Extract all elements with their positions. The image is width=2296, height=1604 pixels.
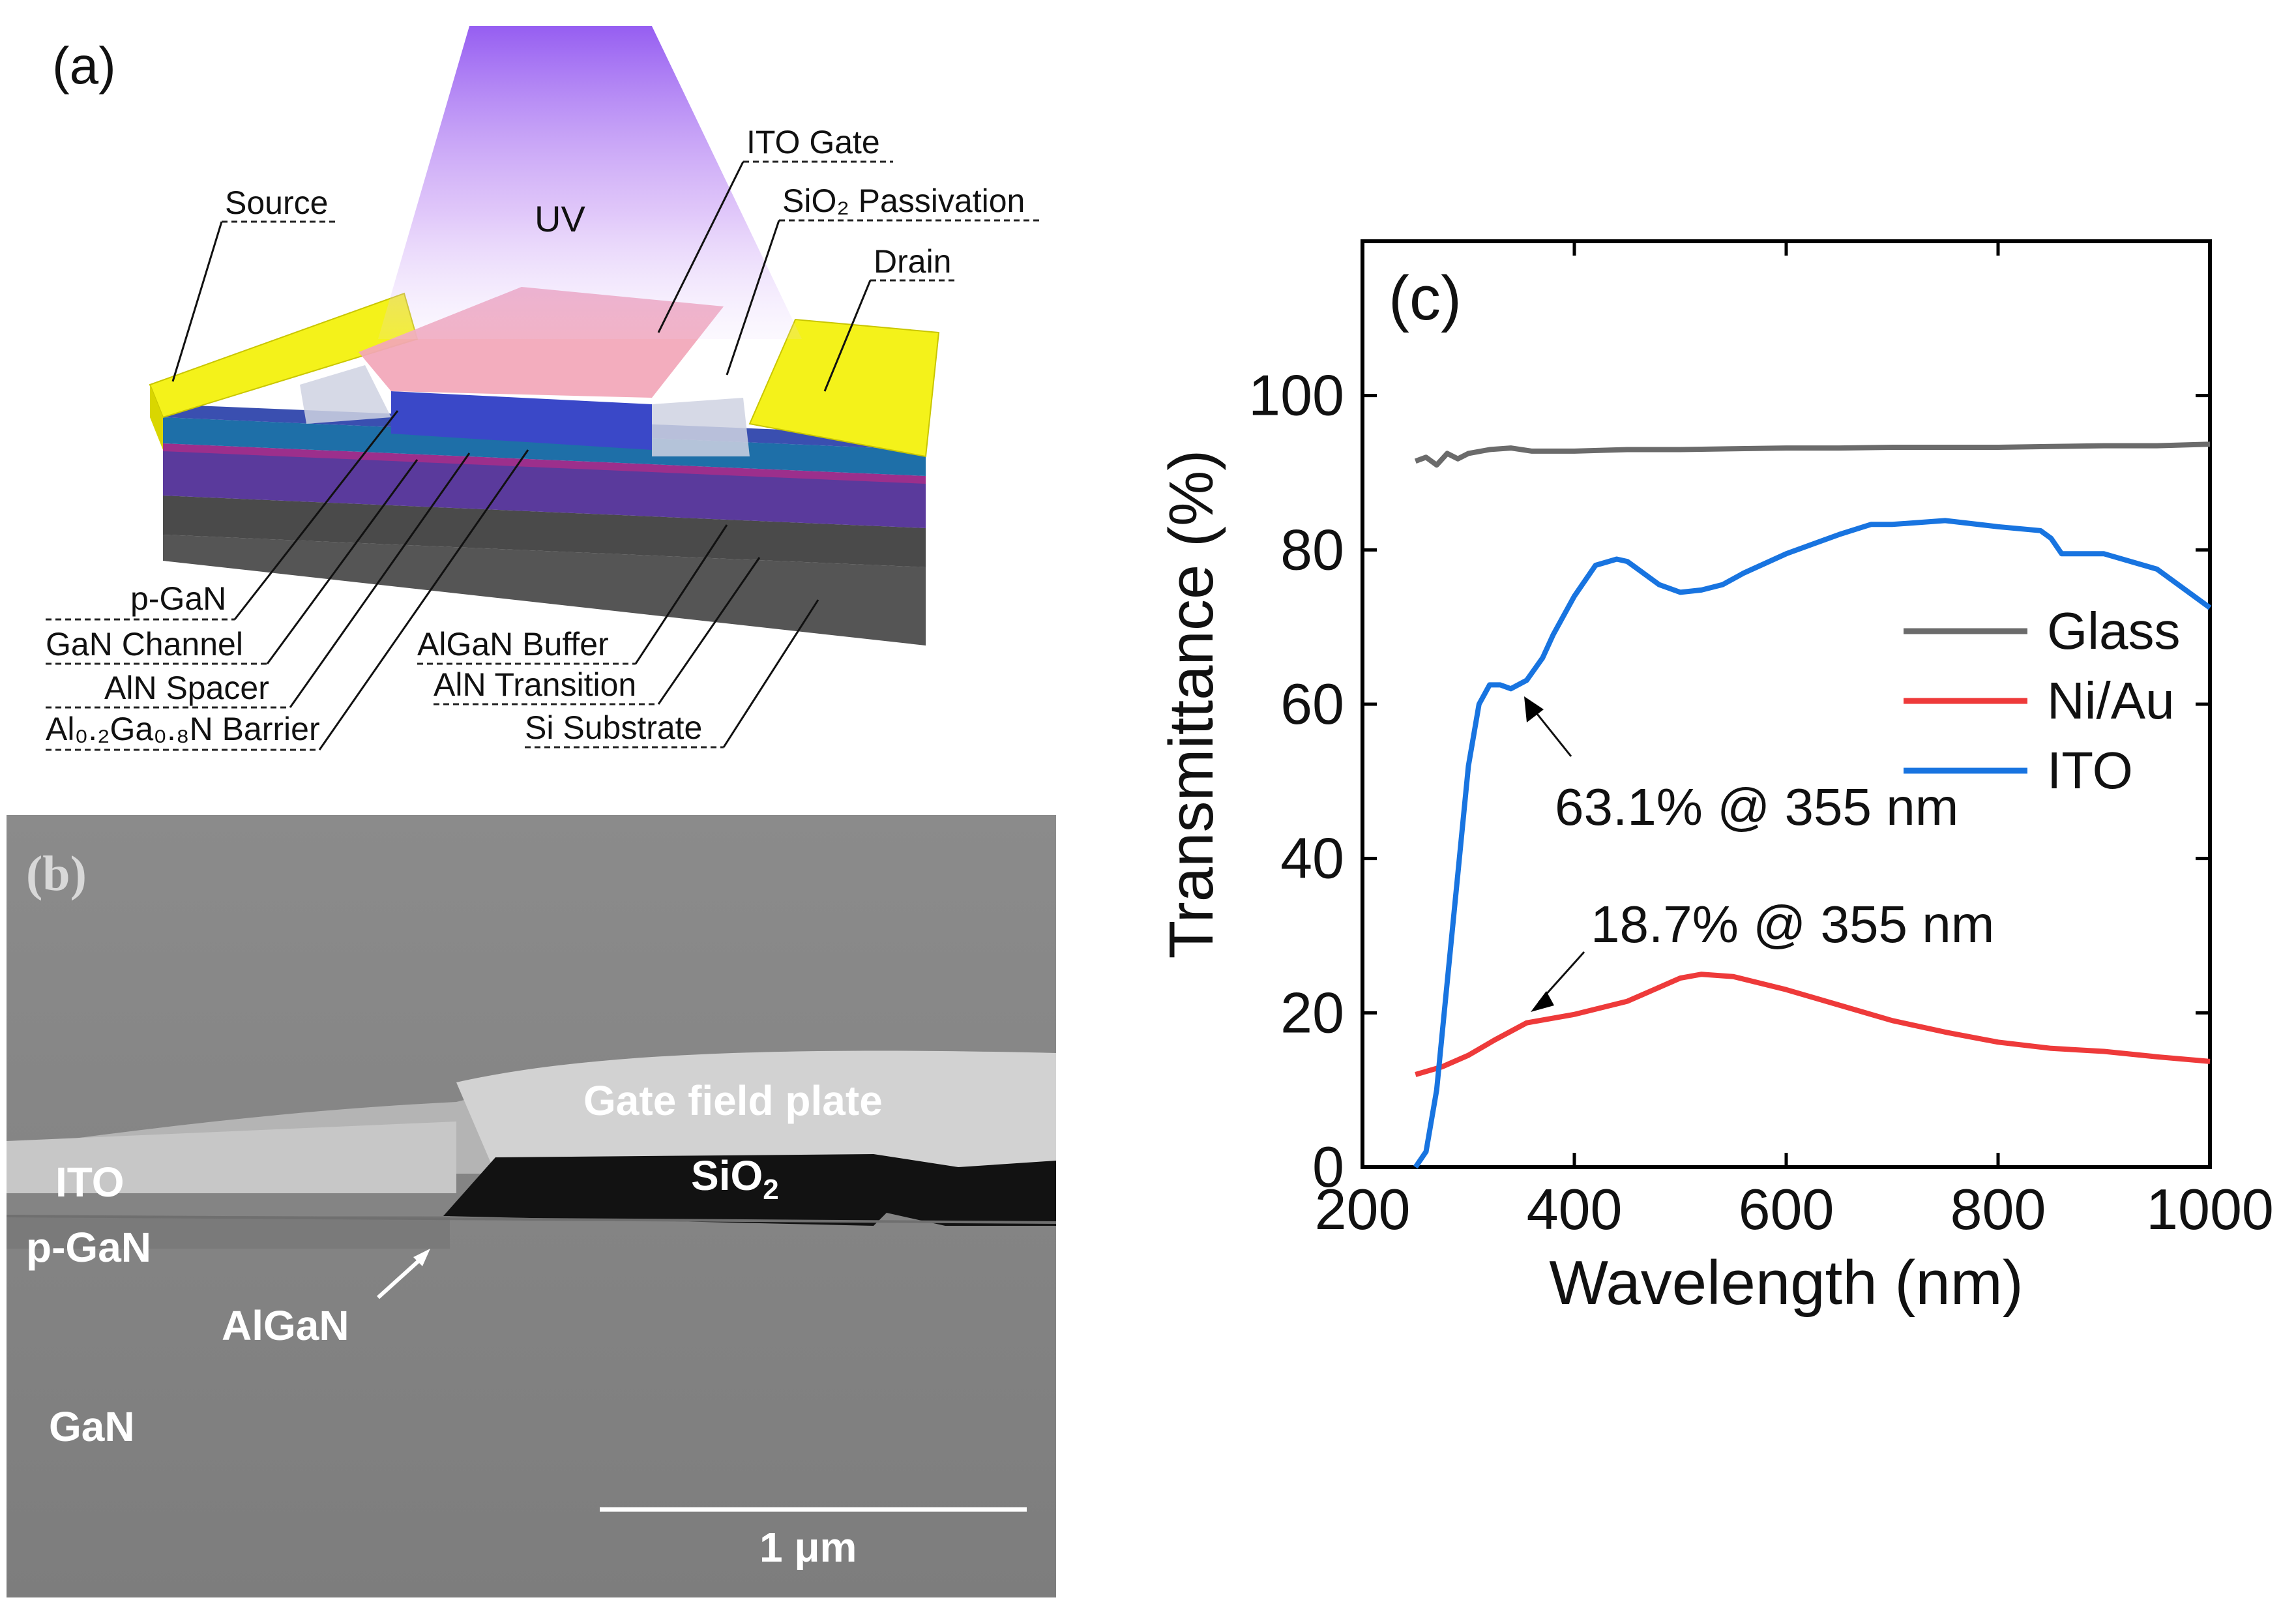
legend: Glass Ni/Au ITO [1904, 602, 2181, 799]
gan-channel-layer [163, 417, 926, 476]
sem-label-gate-field-plate: Gate field plate [583, 1077, 883, 1124]
callout-algan-barrier: Al₀.₂Ga₀.₈N Barrier [46, 711, 320, 747]
p-gan-band [7, 1216, 450, 1249]
uv-beam [378, 26, 802, 339]
series-layer [1413, 441, 2212, 1169]
panel-a-device-schematic: (a) UV Source ITO Gate SiO₂ Passivation [46, 26, 1043, 751]
series-line-glass [1414, 441, 2211, 468]
callout-drain: Drain [874, 243, 951, 280]
sio2-passivation-right [652, 398, 750, 456]
panel-c-label: (c) [1389, 263, 1462, 333]
ticks-layer: 200 400 600 800 1000 0 20 40 60 80 100 [1248, 241, 2274, 1241]
panel-c-transmittance-chart: 200 400 600 800 1000 0 20 40 60 80 100 (c) Wavelen… [1156, 239, 2274, 1318]
y-tick-label: 40 [1280, 826, 1344, 891]
callout-gan-channel: GaN Channel [46, 626, 243, 662]
sem-label-p-gan: p-GaN [26, 1224, 151, 1271]
annotation-ito-355: 63.1% @ 355 nm [1555, 778, 1958, 836]
panel-a-label: (a) [52, 37, 116, 95]
x-tick-label: 400 [1527, 1177, 1623, 1241]
x-axis-title: Wavelength (nm) [1549, 1248, 2023, 1318]
callout-ito-gate: ITO Gate [746, 124, 880, 160]
sio2-dark-region [443, 1154, 1056, 1226]
y-tick-label: 80 [1280, 517, 1344, 582]
x-tick-label: 800 [1950, 1177, 2046, 1241]
callout-algan-buffer: AlGaN Buffer [417, 626, 609, 662]
y-tick-label: 20 [1280, 980, 1344, 1045]
x-tick-label: 600 [1739, 1177, 1834, 1241]
callout-sio2-passivation: SiO₂ Passivation [782, 183, 1025, 219]
source-electrode-side [150, 385, 163, 450]
legend-label-niau: Ni/Au [2047, 672, 2175, 730]
legend-label-ito: ITO [2047, 741, 2133, 799]
algan-arrow [376, 1253, 427, 1300]
ito-region [7, 1121, 456, 1193]
sem-label-gan: GaN [49, 1403, 135, 1450]
series-line-ni-au [1415, 972, 2211, 1077]
y-tick-label: 0 [1312, 1135, 1344, 1199]
scale-bar-label: 1 μm [759, 1524, 857, 1571]
x-tick-label: 1000 [2146, 1177, 2274, 1241]
sio2-passivation-left [300, 365, 391, 424]
y-tick-label: 60 [1280, 672, 1344, 736]
callout-si-substrate: Si Substrate [525, 709, 702, 746]
y-axis-title: Transmittance (%) [1156, 450, 1226, 959]
algan-buffer-layer [163, 450, 926, 528]
sem-label-algan: AlGaN [222, 1302, 349, 1349]
callout-aln-transition: AlN Transition [434, 666, 636, 703]
annotation-ito-arrow [1531, 707, 1572, 757]
annotation-niau-355: 18.7% @ 355 nm [1591, 895, 1994, 953]
sem-label-sio2: SiO2 [691, 1152, 779, 1206]
drain-electrode [748, 318, 940, 458]
sem-label-ito: ITO [55, 1159, 125, 1206]
y-tick-label: 100 [1248, 363, 1344, 428]
p-gan-layer [391, 391, 652, 450]
panel-b-label: (b) [26, 846, 87, 901]
uv-label: UV [535, 198, 585, 239]
callout-source: Source [225, 185, 328, 221]
si-substrate [163, 535, 926, 646]
legend-label-glass: Glass [2047, 602, 2181, 660]
panel-b-sem-image: (b) Gate field plate ITO SiO2 p-GaN AlGa… [6, 815, 1057, 1597]
gate-field-plate-region [456, 1050, 1056, 1174]
x-tick-label: 200 [1315, 1177, 1411, 1241]
aln-transition-layer [163, 443, 926, 484]
series-line-ito [1413, 518, 2212, 1169]
substrate-top [163, 496, 926, 567]
callout-p-gan: p-GaN [130, 580, 226, 617]
callout-aln-spacer: AlN Spacer [104, 670, 269, 706]
